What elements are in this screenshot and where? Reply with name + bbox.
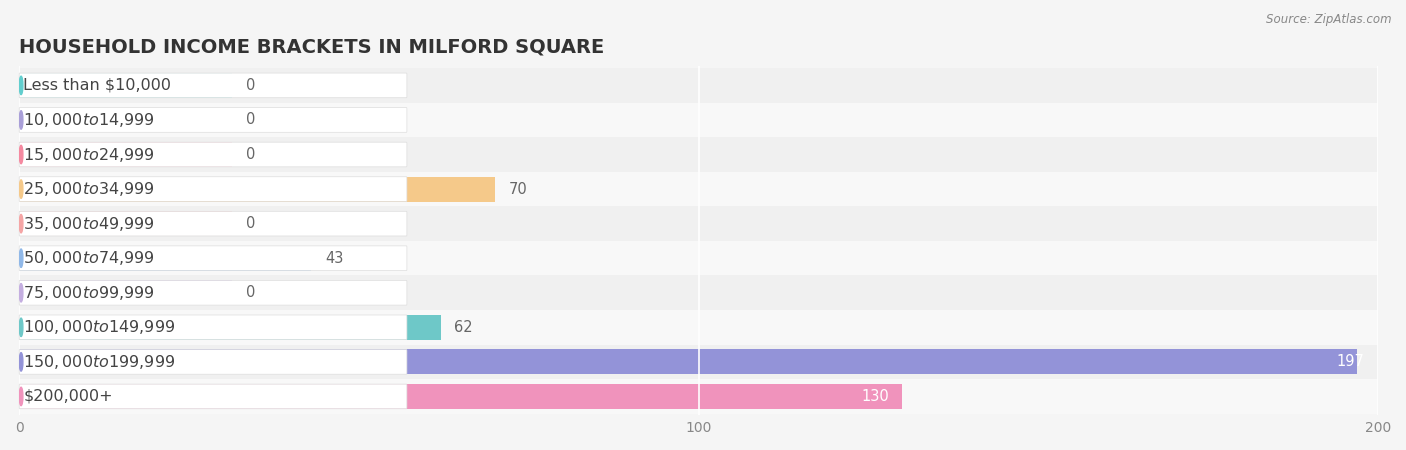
- FancyBboxPatch shape: [20, 207, 1378, 241]
- Text: Less than $10,000: Less than $10,000: [24, 78, 172, 93]
- FancyBboxPatch shape: [20, 142, 406, 167]
- FancyBboxPatch shape: [20, 108, 406, 132]
- Text: $50,000 to $74,999: $50,000 to $74,999: [24, 249, 156, 267]
- Bar: [20, 177, 495, 202]
- FancyBboxPatch shape: [20, 73, 406, 98]
- FancyBboxPatch shape: [20, 350, 406, 374]
- Text: $150,000 to $199,999: $150,000 to $199,999: [24, 353, 176, 371]
- FancyBboxPatch shape: [20, 246, 406, 270]
- Circle shape: [20, 353, 22, 371]
- FancyBboxPatch shape: [20, 315, 406, 340]
- FancyBboxPatch shape: [20, 177, 406, 202]
- Bar: [20, 280, 232, 305]
- Text: $35,000 to $49,999: $35,000 to $49,999: [24, 215, 156, 233]
- FancyBboxPatch shape: [20, 384, 406, 409]
- Bar: [20, 246, 312, 270]
- Text: $75,000 to $99,999: $75,000 to $99,999: [24, 284, 156, 302]
- Text: HOUSEHOLD INCOME BRACKETS IN MILFORD SQUARE: HOUSEHOLD INCOME BRACKETS IN MILFORD SQU…: [20, 37, 605, 57]
- Text: 62: 62: [454, 320, 472, 335]
- Bar: [20, 73, 232, 98]
- Circle shape: [20, 76, 22, 94]
- Text: $100,000 to $149,999: $100,000 to $149,999: [24, 318, 176, 336]
- FancyBboxPatch shape: [20, 280, 406, 305]
- Circle shape: [20, 249, 22, 267]
- Text: 0: 0: [246, 285, 256, 300]
- Text: $200,000+: $200,000+: [24, 389, 112, 404]
- Text: $15,000 to $24,999: $15,000 to $24,999: [24, 145, 156, 163]
- FancyBboxPatch shape: [20, 379, 1378, 414]
- FancyBboxPatch shape: [20, 103, 1378, 137]
- Text: 0: 0: [246, 216, 256, 231]
- Circle shape: [20, 284, 22, 302]
- Bar: [20, 108, 232, 132]
- Text: 0: 0: [246, 78, 256, 93]
- Text: 43: 43: [325, 251, 343, 266]
- Text: $10,000 to $14,999: $10,000 to $14,999: [24, 111, 156, 129]
- FancyBboxPatch shape: [20, 275, 1378, 310]
- Text: 70: 70: [509, 182, 527, 197]
- FancyBboxPatch shape: [20, 68, 1378, 103]
- FancyBboxPatch shape: [20, 137, 1378, 172]
- Circle shape: [20, 111, 22, 129]
- Bar: [20, 211, 232, 236]
- Text: Source: ZipAtlas.com: Source: ZipAtlas.com: [1267, 14, 1392, 27]
- Circle shape: [20, 145, 22, 164]
- FancyBboxPatch shape: [20, 345, 1378, 379]
- Text: 0: 0: [246, 147, 256, 162]
- Text: 0: 0: [246, 112, 256, 127]
- FancyBboxPatch shape: [20, 310, 1378, 345]
- Circle shape: [20, 180, 22, 198]
- FancyBboxPatch shape: [20, 172, 1378, 207]
- Text: 197: 197: [1337, 355, 1364, 369]
- Circle shape: [20, 387, 22, 405]
- Circle shape: [20, 318, 22, 337]
- FancyBboxPatch shape: [20, 212, 406, 236]
- Circle shape: [20, 215, 22, 233]
- FancyBboxPatch shape: [20, 241, 1378, 275]
- Bar: [20, 315, 440, 340]
- Bar: [20, 350, 1358, 374]
- Bar: [20, 384, 903, 409]
- Bar: [20, 142, 232, 167]
- Text: $25,000 to $34,999: $25,000 to $34,999: [24, 180, 156, 198]
- Text: 130: 130: [860, 389, 889, 404]
